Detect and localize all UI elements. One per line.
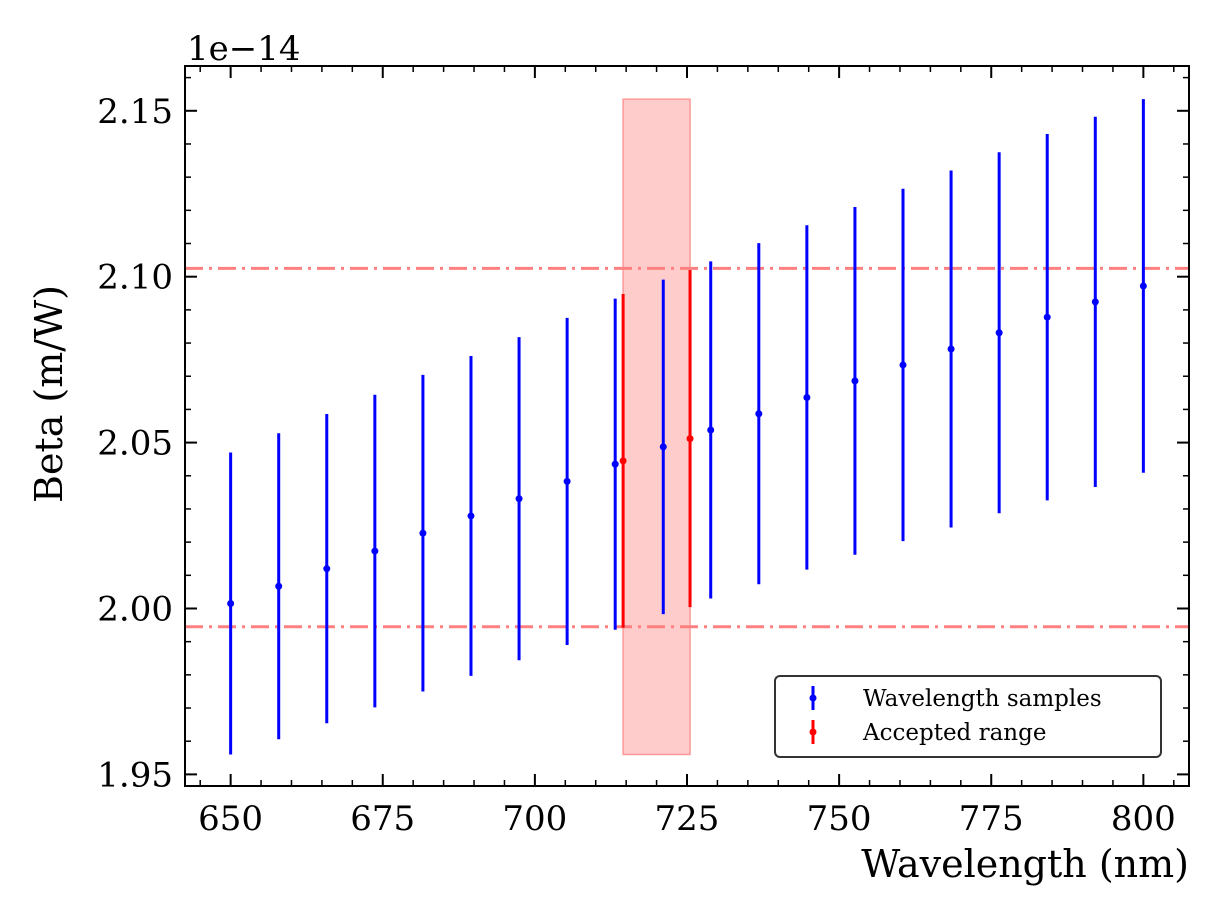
- y-offset-label: 1e−14: [187, 29, 301, 69]
- legend-label-wavelength-samples: Wavelength samples: [863, 686, 1102, 712]
- legend: Wavelength samples Accepted range: [774, 675, 1162, 758]
- data-point-1-1: [686, 435, 694, 443]
- legend-label-accepted-range: Accepted range: [862, 720, 1046, 746]
- data-point-0-7: [563, 477, 571, 485]
- accepted-range-shade: [622, 98, 691, 756]
- x-tick-label-6: 800: [1111, 799, 1176, 839]
- legend-dot-1: [809, 728, 817, 736]
- y-tick-label-0: 1.95: [97, 755, 173, 795]
- x-tick-label-0: 650: [198, 799, 263, 839]
- data-point-0-9: [659, 443, 667, 451]
- series-0: [227, 99, 1147, 755]
- data-point-0-12: [803, 393, 811, 401]
- legend-marker-wavelength-samples: [809, 686, 817, 710]
- y-tick-label-3: 2.10: [97, 258, 173, 298]
- y-tick-label-4: 2.15: [97, 92, 173, 132]
- data-point-0-3: [371, 547, 379, 555]
- data-point-0-11: [755, 410, 763, 418]
- data-point-0-13: [851, 377, 859, 385]
- data-point-0-10: [707, 426, 715, 434]
- x-tick-label-4: 750: [807, 799, 872, 839]
- data-point-0-5: [467, 512, 475, 520]
- data-point-0-2: [323, 565, 331, 573]
- legend-box: [774, 675, 1162, 758]
- data-point-0-17: [1043, 313, 1051, 321]
- data-point-0-18: [1091, 298, 1099, 306]
- accepted-range-shade-layer: [622, 98, 691, 756]
- data-point-0-15: [947, 345, 955, 353]
- data-point-0-19: [1139, 282, 1147, 290]
- data-point-0-0: [227, 600, 235, 608]
- y-tick-label-1: 2.00: [97, 589, 173, 629]
- x-tick-label-2: 700: [502, 799, 567, 839]
- x-tick-label-1: 675: [350, 799, 415, 839]
- y-axis-label: Beta (m/W): [27, 285, 71, 503]
- legend-marker-accepted-range: [809, 720, 817, 744]
- series-1: [619, 270, 694, 628]
- data-point-0-1: [275, 582, 283, 590]
- plot-frame: [184, 65, 1190, 787]
- data-point-1-0: [619, 457, 627, 465]
- threshold-lines-layer: [185, 266, 1189, 629]
- data-point-0-4: [419, 529, 427, 537]
- y-tick-label-2: 2.05: [97, 424, 173, 464]
- x-tick-label-5: 775: [959, 799, 1024, 839]
- legend-dot-0: [809, 694, 817, 702]
- x-axis-label: Wavelength (nm): [861, 842, 1189, 886]
- data-point-0-14: [899, 361, 907, 369]
- data-point-0-16: [995, 329, 1003, 337]
- data-point-0-6: [515, 495, 523, 503]
- x-tick-label-3: 725: [655, 799, 720, 839]
- data-point-0-8: [611, 460, 619, 468]
- series-layer: [227, 99, 1147, 755]
